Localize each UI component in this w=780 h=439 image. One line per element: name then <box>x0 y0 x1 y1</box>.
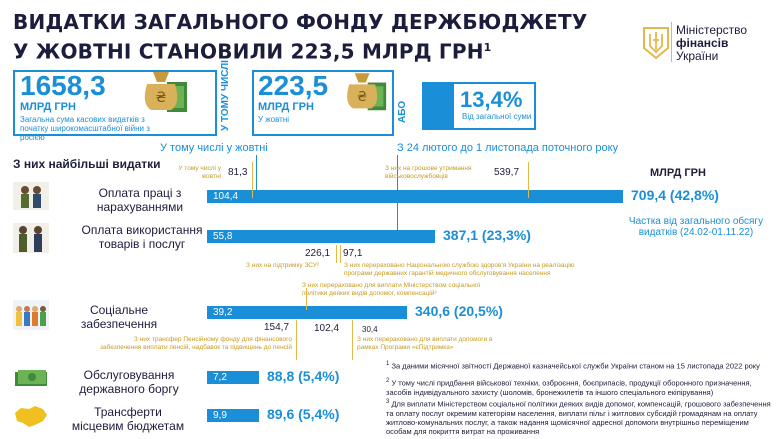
total-spending-value: 1658,3 <box>20 70 106 101</box>
annotation-value: 97,1 <box>343 248 363 259</box>
october-spending-unit: МЛРД ГРН <box>258 101 314 113</box>
legend-october-line <box>256 155 257 200</box>
october-spending-desc: У жовтні <box>258 115 290 124</box>
annotation-value: 226,1 <box>305 248 331 259</box>
svg-text:₴: ₴ <box>357 90 367 105</box>
card3-vertical-label: АБО <box>397 100 408 123</box>
ministry-name: Міністерство фінансів України <box>676 23 748 63</box>
share-desc: Від загальної суми <box>462 112 532 121</box>
banknotes-icon <box>15 370 47 386</box>
october-bar: 39,2 <box>213 307 233 318</box>
total-bar <box>207 190 623 203</box>
people-icon <box>13 300 49 330</box>
total-bar <box>207 371 259 384</box>
category-label: Оплата використання товарів і послуг <box>81 223 203 251</box>
footnote: 1 За даними місячної звітності Державної… <box>386 361 760 371</box>
annotation-value: 102,4 <box>314 323 340 334</box>
annotation-text: З них на підтримку ЗСУ² <box>246 262 320 269</box>
annotation-line <box>296 320 297 360</box>
annotation-line <box>352 320 353 360</box>
section-title: З них найбільші видатки <box>13 157 161 171</box>
page-title: ВИДАТКИ ЗАГАЛЬНОГО ФОНДУ ДЕРЖБЮДЖЕТУ У Ж… <box>13 10 588 64</box>
total-bar <box>207 409 259 422</box>
workers-icon <box>13 182 49 210</box>
total-bar <box>207 230 435 243</box>
total-label: 387,1 (23,3%) <box>443 227 531 243</box>
legend-period-line <box>397 155 398 230</box>
annotation-text: З них трансфер Пенсійному фонду для фіна… <box>100 336 292 351</box>
annotation-value: 154,7 <box>264 322 290 333</box>
legend-period: З 24 лютого до 1 листопада поточного рок… <box>397 142 619 154</box>
logo-divider <box>671 22 672 62</box>
annotation-line <box>336 245 337 263</box>
footnote: 3 Для виплати Міністерством соціальної п… <box>386 399 771 436</box>
october-spending-value: 223,5 <box>258 70 329 101</box>
annotation-value: 539,7 <box>494 167 520 178</box>
total-label: 89,6 (5,4%) <box>267 406 340 422</box>
unit-header: МЛРД ГРН <box>650 167 706 179</box>
total-spending-desc: Загальна сума касових видатків з початку… <box>20 115 150 142</box>
annotation-text: З них на грошове утримання військовослуж… <box>385 165 472 180</box>
total-label: 709,4 (42,8%) <box>631 187 719 203</box>
footnote: 2 У тому числі придбання військової техн… <box>386 378 752 397</box>
ukraine-map-icon <box>15 406 47 427</box>
october-bar: 7,2 <box>213 372 227 383</box>
category-label: Трансферти місцевим бюджетам <box>71 405 185 433</box>
legend-october: У тому числі у жовтні <box>160 142 268 154</box>
october-bar: 9,9 <box>213 410 227 421</box>
share-note: Частка від загального обсягу видатків (2… <box>628 216 764 238</box>
annotation-line <box>528 162 529 198</box>
annotation-line <box>340 245 341 263</box>
category-label: Обслуговування державного боргу <box>79 368 179 396</box>
soldiers-icon <box>13 223 49 253</box>
annotation-text: У тому числі у жовтні <box>178 165 221 180</box>
annotation-text: З них перераховано Національною службою … <box>344 262 575 277</box>
annotation-line <box>306 288 307 310</box>
annotation-text: З них перераховано для виплати Міністерс… <box>302 282 481 297</box>
total-label: 340,6 (20,5%) <box>415 303 503 319</box>
category-label: Оплата праці з нарахуваннями <box>96 186 184 214</box>
trident-emblem-icon <box>643 27 669 60</box>
october-bar: 55,8 <box>213 231 233 242</box>
annotation-line <box>252 162 253 198</box>
october-bar: 104,4 <box>213 191 239 202</box>
money-bag-icon: ₴ <box>347 73 387 111</box>
share-value: 13,4% <box>460 87 523 112</box>
share-card-accent <box>424 84 454 128</box>
annotation-text: З них перераховано для виплати допомоги … <box>357 336 493 351</box>
money-bag-icon: ₴ <box>144 72 187 112</box>
svg-text:₴: ₴ <box>156 90 167 106</box>
annotation-value: 30,4 <box>362 325 378 334</box>
annotation-value: 81,3 <box>228 167 248 178</box>
category-label: Соціальне забезпечення <box>80 303 158 331</box>
total-label: 88,8 (5,4%) <box>267 368 340 384</box>
total-spending-unit: МЛРД ГРН <box>20 101 76 113</box>
card2-vertical-label: У ТОМУ ЧИСЛІ <box>220 60 231 131</box>
total-bar <box>207 306 407 319</box>
